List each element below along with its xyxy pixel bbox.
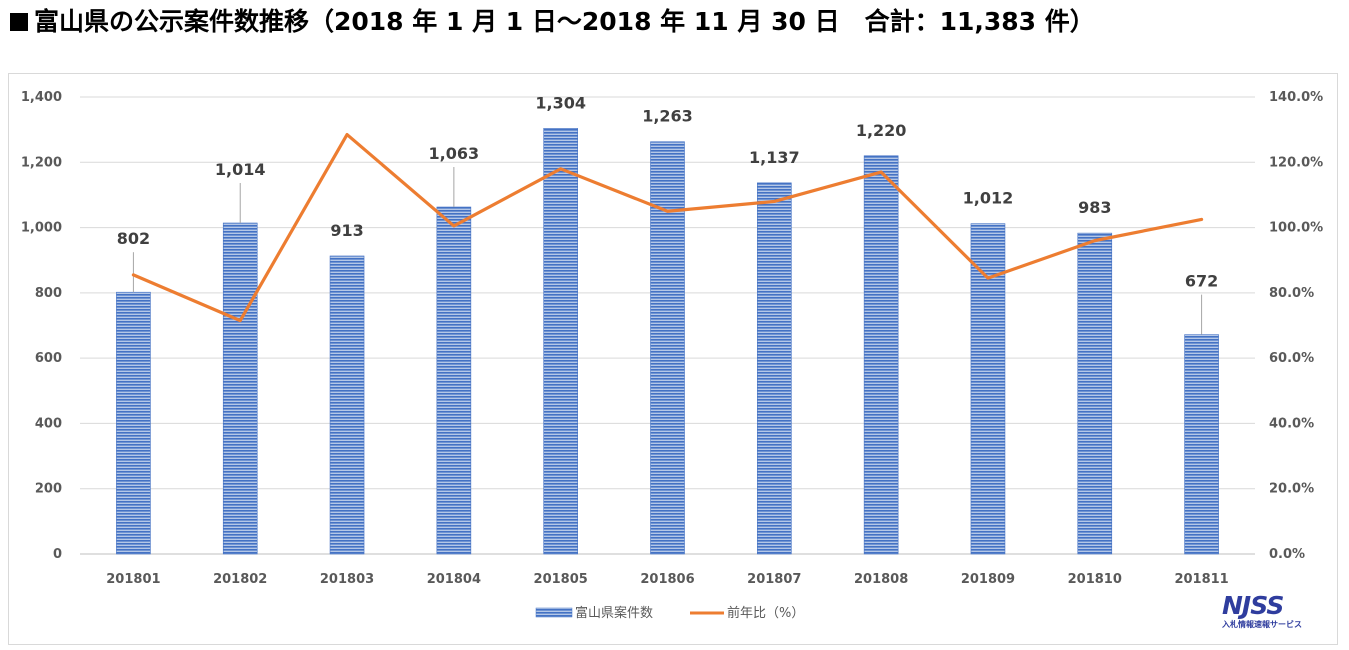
x-tick-label: 201807 (747, 572, 801, 587)
left-axis-ticks: 0 200 400 600 800 1,000 1,200 1,400 (21, 90, 62, 562)
bar-data-label: 1,304 (535, 93, 586, 112)
bar-data-label: 1,263 (642, 107, 693, 126)
x-tick-label: 201806 (640, 572, 694, 587)
x-tick-label: 201805 (534, 572, 588, 587)
left-tick-label: 800 (35, 286, 62, 301)
x-tick-label: 201808 (854, 572, 908, 587)
bar-data-label: 1,137 (749, 148, 800, 167)
x-tick-label: 201811 (1174, 572, 1228, 587)
bar-data-label: 1,220 (856, 121, 907, 140)
x-tick-label: 201803 (320, 572, 374, 587)
legend: 富山県案件数 前年比（%） (535, 605, 804, 621)
bar-data-label: 1,063 (429, 144, 480, 163)
data-labels: 802 1,014 913 1,063 1,304 1,263 1,137 1,220 1,01… (117, 93, 1219, 290)
right-tick-label: 40.0% (1269, 416, 1314, 431)
right-tick-label: 80.0% (1269, 286, 1314, 301)
bar (329, 255, 365, 555)
chart-frame (8, 73, 1338, 645)
right-tick-label: 100.0% (1269, 221, 1323, 236)
bar (222, 222, 258, 555)
bar-data-label: 913 (330, 221, 363, 240)
chart-title-text: 富山県の公示案件数推移（2018 年 1 月 1 日～2018 年 11 月 3… (34, 7, 1095, 36)
ratio-line (131, 132, 1204, 323)
bar (757, 182, 792, 555)
bar (1184, 334, 1219, 555)
label-leader-lines (132, 167, 1203, 335)
legend-line-label: 前年比（%） (727, 605, 804, 621)
right-tick-label: 0.0% (1269, 547, 1305, 562)
left-tick-label: 1,200 (21, 155, 62, 170)
left-tick-label: 1,000 (21, 221, 62, 236)
bar-data-label: 1,014 (215, 160, 266, 179)
left-tick-label: 1,400 (21, 90, 62, 105)
chart-title: 富山県の公示案件数推移（2018 年 1 月 1 日～2018 年 11 月 3… (10, 2, 1095, 42)
bar (1077, 232, 1113, 555)
bars (116, 128, 1219, 555)
ratio-line-path (131, 132, 1204, 323)
right-tick-label: 140.0% (1269, 90, 1323, 105)
bar-data-label: 802 (117, 229, 150, 248)
bar (116, 291, 151, 555)
bar (543, 128, 578, 555)
right-tick-label: 60.0% (1269, 351, 1314, 366)
legend-bar-label: 富山県案件数 (575, 605, 653, 621)
logo-mark: NJSS (1222, 591, 1284, 620)
bar-data-label: 672 (1185, 272, 1218, 291)
bar (863, 155, 899, 555)
left-tick-label: 600 (35, 351, 62, 366)
x-axis-ticks: 201801 201802 201803 201804 201805 201806 2018… (106, 572, 1228, 587)
right-axis-ticks: 0.0% 20.0% 40.0% 60.0% 80.0% 100.0% 120.0% 140.… (1269, 90, 1323, 562)
logo-subtitle: 入札情報速報サービス (1222, 620, 1302, 629)
x-tick-label: 201804 (427, 572, 481, 587)
bar (650, 141, 685, 555)
bar-data-label: 1,012 (963, 189, 1014, 208)
left-tick-label: 0 (53, 547, 62, 562)
bar (436, 206, 472, 555)
x-tick-label: 201802 (213, 572, 267, 587)
x-tick-label: 201810 (1068, 572, 1122, 587)
x-tick-label: 201809 (961, 572, 1015, 587)
logo: NJSS 入札情報速報サービス (1222, 592, 1326, 634)
left-tick-label: 400 (35, 416, 62, 431)
left-tick-label: 200 (35, 482, 62, 497)
right-tick-label: 120.0% (1269, 155, 1323, 170)
legend-bar-swatch (535, 607, 573, 618)
bar-data-label: 983 (1078, 198, 1111, 217)
title-square-icon (10, 13, 28, 31)
x-tick-label: 201801 (106, 572, 160, 587)
right-tick-label: 20.0% (1269, 482, 1314, 497)
